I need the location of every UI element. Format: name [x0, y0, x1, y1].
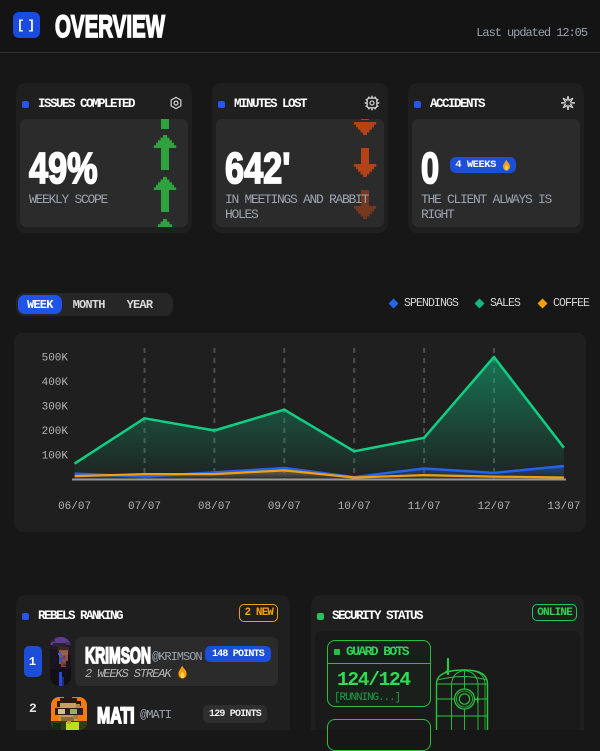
svg-text:300K: 300K: [42, 402, 69, 414]
svg-text:100K: 100K: [42, 451, 69, 463]
svg-text:07/07: 07/07: [128, 501, 161, 513]
svg-text:400K: 400K: [42, 377, 69, 389]
svg-text:200K: 200K: [42, 426, 69, 438]
svg-text:11/07: 11/07: [408, 501, 441, 513]
svg-text:12/07: 12/07: [477, 501, 510, 513]
svg-text:09/07: 09/07: [268, 501, 301, 513]
svg-text:10/07: 10/07: [338, 501, 371, 513]
svg-text:06/07: 06/07: [58, 501, 91, 513]
svg-text:500K: 500K: [42, 353, 69, 365]
svg-text:08/07: 08/07: [198, 501, 231, 513]
svg-text:13/07: 13/07: [547, 501, 580, 513]
